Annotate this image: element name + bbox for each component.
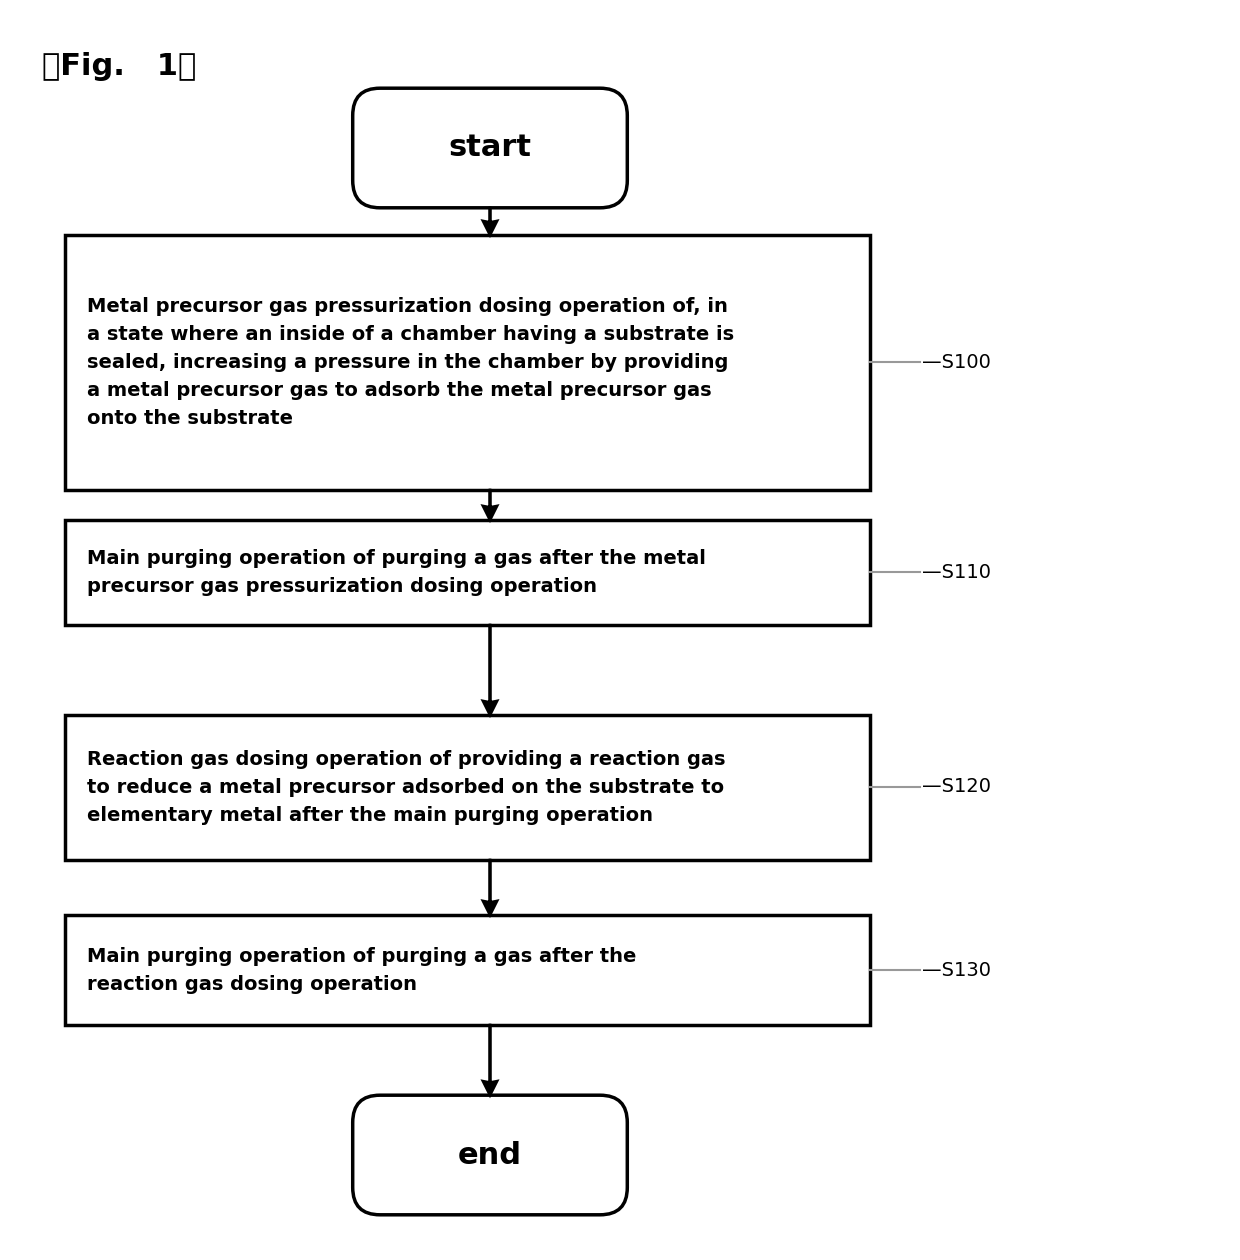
Text: end: end xyxy=(458,1140,522,1169)
FancyArrow shape xyxy=(484,625,497,714)
Text: Main purging operation of purging a gas after the
reaction gas dosing operation: Main purging operation of purging a gas … xyxy=(87,946,636,993)
Text: —S130: —S130 xyxy=(923,960,991,979)
Text: —S120: —S120 xyxy=(923,777,991,796)
FancyBboxPatch shape xyxy=(64,520,870,625)
Text: 』Fig.   1『: 』Fig. 1『 xyxy=(42,52,196,81)
Text: Reaction gas dosing operation of providing a reaction gas
to reduce a metal prec: Reaction gas dosing operation of providi… xyxy=(87,750,725,825)
Text: —S100: —S100 xyxy=(923,353,991,372)
FancyArrow shape xyxy=(484,1024,497,1095)
FancyArrow shape xyxy=(484,861,497,915)
FancyBboxPatch shape xyxy=(352,88,627,208)
FancyBboxPatch shape xyxy=(352,1095,627,1215)
FancyBboxPatch shape xyxy=(64,915,870,1024)
Text: Metal precursor gas pressurization dosing operation of, in
a state where an insi: Metal precursor gas pressurization dosin… xyxy=(87,297,734,428)
FancyArrow shape xyxy=(484,208,497,236)
Text: Main purging operation of purging a gas after the metal
precursor gas pressuriza: Main purging operation of purging a gas … xyxy=(87,549,706,596)
Text: —S110: —S110 xyxy=(923,562,991,582)
Text: start: start xyxy=(449,134,532,163)
FancyBboxPatch shape xyxy=(64,236,870,490)
FancyArrow shape xyxy=(484,490,497,520)
FancyBboxPatch shape xyxy=(64,714,870,861)
